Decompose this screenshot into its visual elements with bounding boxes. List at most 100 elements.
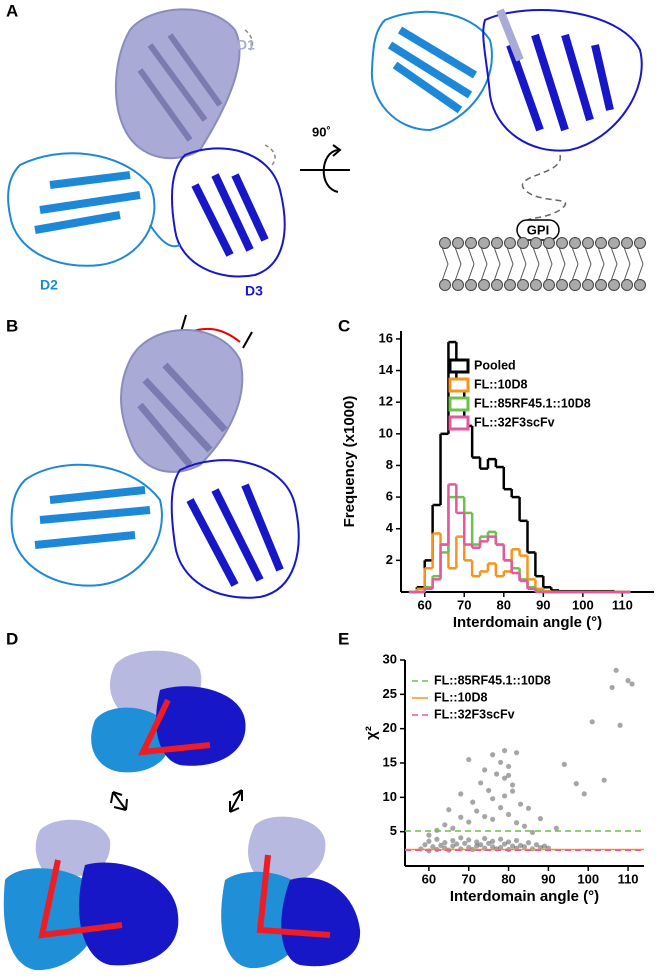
- scatter-point: [533, 842, 540, 848]
- lipid-head: [491, 237, 503, 249]
- scatter-point: [513, 837, 520, 844]
- scatter-point: [625, 678, 631, 684]
- y-axis-label: Frequency (x1000): [341, 396, 358, 528]
- panel-label: B: [6, 316, 18, 335]
- scatter-point: [498, 759, 504, 765]
- y-tick-label: 6: [386, 489, 393, 504]
- legend-label: FL::85RF45.1::10D8: [434, 673, 551, 687]
- lipid-head: [465, 237, 477, 249]
- lipid-head: [556, 279, 568, 291]
- legend-label: FL::10D8: [434, 690, 488, 704]
- structure-b: [10, 314, 300, 599]
- lipid-tail: [597, 263, 605, 282]
- scatter-point: [529, 829, 536, 835]
- membrane: [439, 237, 646, 291]
- scatter-point: [450, 843, 456, 849]
- scatter-point: [490, 844, 496, 850]
- scatter-point: [498, 836, 504, 842]
- x-tick-label: 80: [501, 871, 515, 886]
- legend-label: FL::10D8: [474, 377, 528, 391]
- lipid-head: [569, 279, 581, 291]
- lipid-tail: [506, 246, 514, 265]
- y-tick-label: 5: [390, 823, 397, 838]
- scatter-point: [561, 761, 567, 767]
- histogram-connector: [423, 484, 537, 592]
- scatter-point: [458, 835, 464, 841]
- x-tick-label: 70: [461, 871, 475, 886]
- legend-label: FL::32F3scFv: [434, 707, 515, 721]
- scatter-point: [466, 819, 472, 825]
- scatter-point: [490, 796, 496, 802]
- lipid-tail: [623, 263, 631, 282]
- scatter-point: [438, 842, 444, 849]
- scatter-point: [589, 719, 595, 725]
- legend-label: Pooled: [474, 358, 516, 372]
- lipid-tail: [519, 263, 527, 282]
- lipid-tail: [597, 246, 605, 265]
- structure-a-left: [7, 8, 286, 278]
- scatter-point: [430, 844, 436, 850]
- lipid-tail: [558, 246, 566, 265]
- scatter-point: [486, 787, 492, 794]
- scatter-point: [513, 750, 520, 756]
- lipid-tail: [480, 263, 488, 282]
- panel-label: E: [338, 629, 349, 648]
- lipid-head: [582, 279, 594, 291]
- scatter-point: [474, 808, 480, 814]
- scatter-point: [505, 839, 512, 845]
- lipid-tail: [519, 246, 527, 265]
- x-axis-label: Interdomain angle (°): [450, 888, 599, 905]
- lipid-head: [634, 279, 646, 291]
- lipid-tail: [441, 263, 449, 282]
- domain-label: D3: [245, 283, 263, 299]
- scatter-point: [525, 840, 532, 846]
- scatter-point: [426, 838, 432, 844]
- scatter-point: [470, 799, 476, 805]
- lipid-head: [543, 279, 555, 291]
- x-tick-label: 100: [572, 597, 594, 612]
- lipid-head: [517, 237, 529, 249]
- scatter-point: [450, 825, 456, 831]
- lipid-head: [556, 237, 568, 249]
- scatter-point: [581, 791, 587, 797]
- y-tick-label: 15: [383, 754, 397, 769]
- lipid-tail: [532, 263, 540, 282]
- lipid-tail: [545, 263, 553, 282]
- lipid-tail: [623, 246, 631, 265]
- domain-label: D1: [237, 37, 255, 53]
- lipid-tail: [610, 246, 618, 265]
- lipid-head: [543, 237, 555, 249]
- scatter-point: [537, 844, 544, 851]
- scatter-point: [466, 837, 472, 843]
- lipid-tail: [571, 246, 579, 265]
- y-tick-label: 20: [383, 720, 397, 735]
- scatter-point: [513, 820, 520, 826]
- scatter-point: [629, 681, 635, 687]
- panel-label: D: [6, 629, 18, 648]
- lipid-head: [608, 279, 620, 291]
- lipid-head: [595, 237, 607, 249]
- lipid-head: [478, 237, 490, 249]
- scatter-point: [613, 667, 619, 673]
- scatter-point: [454, 841, 460, 847]
- y-tick-label: 25: [383, 686, 397, 701]
- y-tick-label: 30: [383, 651, 397, 666]
- x-tick-label: 90: [541, 871, 555, 886]
- lipid-head: [634, 237, 646, 249]
- y-tick-label: 2: [386, 552, 393, 567]
- legend-label: FL::85RF45.1::10D8: [474, 396, 591, 410]
- lipid-head: [439, 237, 451, 249]
- scatter-point: [537, 816, 544, 822]
- legend-swatch: [448, 415, 470, 431]
- scatter-point: [501, 841, 508, 847]
- scatter-point: [509, 843, 516, 849]
- y-tick-label: 4: [386, 520, 394, 535]
- lipid-tail: [506, 263, 514, 282]
- scatter-point: [442, 840, 448, 846]
- x-tick-label: 90: [536, 597, 550, 612]
- scatter-point: [498, 805, 504, 811]
- scatter-point: [501, 748, 508, 754]
- lipid-tail: [610, 263, 618, 282]
- lipid-tail: [467, 246, 475, 265]
